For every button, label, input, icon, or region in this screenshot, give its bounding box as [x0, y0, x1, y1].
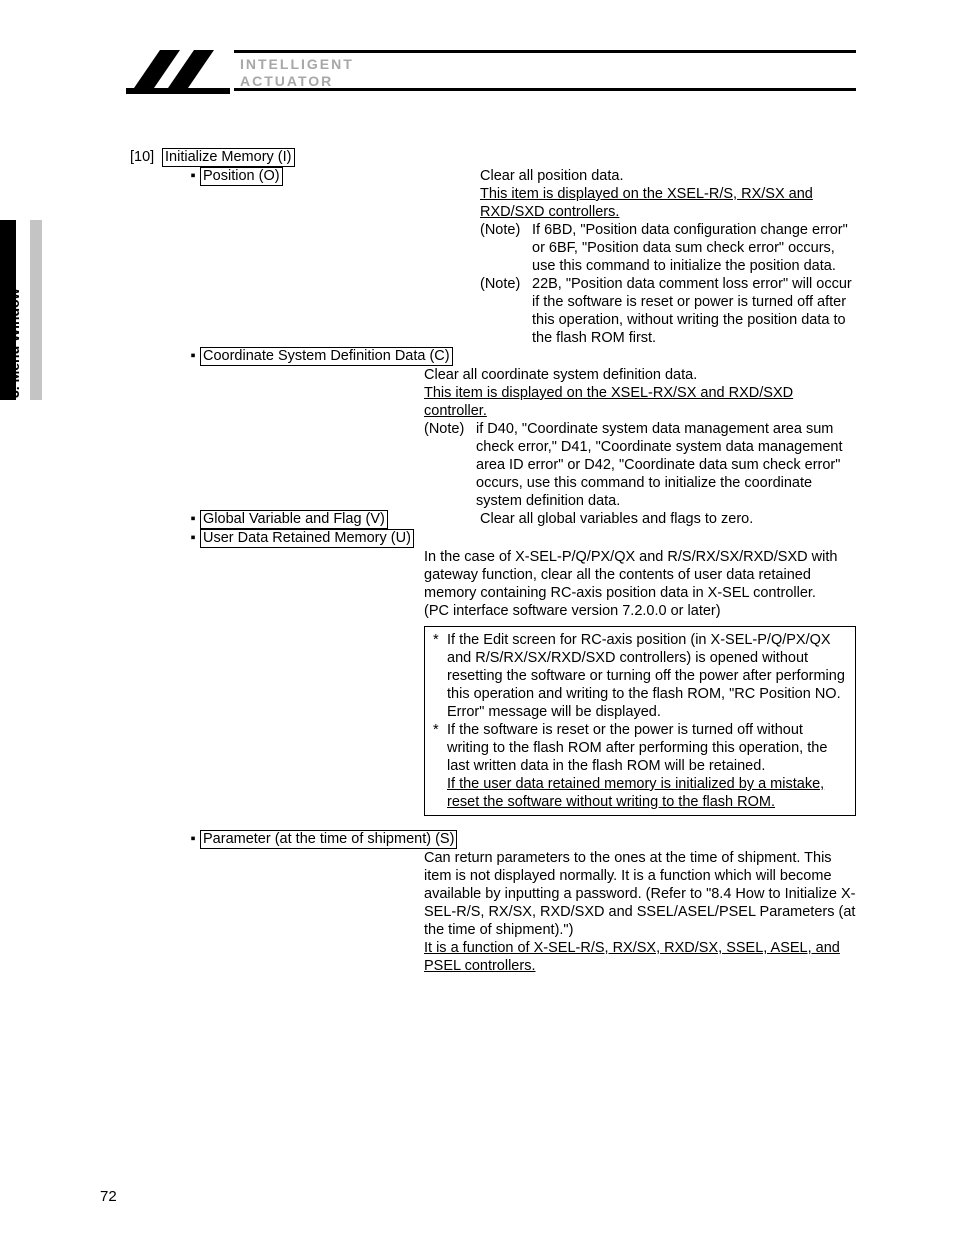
entry-parameter-body: Can return parameters to the ones at the… [130, 849, 856, 975]
entry-text: Clear all global variables and flags to … [480, 510, 856, 528]
note-body: 22B, "Position data comment loss error" … [532, 275, 856, 347]
entry-coord-body: Clear all coordinate system definition d… [130, 366, 856, 510]
note-tag: (Note) [480, 275, 532, 347]
bullet-icon: ▪ [186, 167, 200, 185]
framed-underlined: If the user data retained memory is init… [447, 775, 847, 811]
entry-userdata-body: In the case of X-SEL-P/Q/PX/QX and R/S/R… [130, 548, 856, 816]
entry-label: Global Variable and Flag (V) [200, 510, 388, 529]
page-number: 72 [100, 1188, 117, 1205]
entry-coord: ▪Coordinate System Definition Data (C) [130, 347, 856, 366]
item-title-row: [10]Initialize Memory (I) [130, 148, 856, 167]
entry-parameter: ▪Parameter (at the time of shipment) (S) [130, 830, 856, 849]
star-icon: * [433, 631, 447, 721]
framed-text: If the Edit screen for RC-axis position … [447, 631, 847, 721]
page-content: [10]Initialize Memory (I) ▪Position (O) … [130, 148, 856, 975]
entry-userdata: ▪User Data Retained Memory (U) [130, 529, 856, 548]
entry-underlined: It is a function of X-SEL-R/S, RX/SX, RX… [424, 939, 856, 975]
section-tab-shadow [30, 220, 42, 400]
entry-underlined: This item is displayed on the XSEL-RX/SX… [424, 384, 856, 420]
framed-note: * If the Edit screen for RC-axis positio… [424, 626, 856, 816]
brand-line2: ACTUATOR [240, 73, 354, 90]
item-title: Initialize Memory (I) [162, 148, 295, 167]
entry-note: (Note) 22B, "Position data comment loss … [480, 275, 856, 347]
entry-position: ▪Position (O) Clear all position data. T… [130, 167, 856, 347]
brand-logo [126, 44, 230, 96]
framed-text: If the software is reset or the power is… [447, 721, 847, 775]
note-tag: (Note) [480, 221, 532, 275]
entry-note: (Note) If 6BD, "Position data configurat… [480, 221, 856, 275]
brand-line1: INTELLIGENT [240, 56, 354, 73]
star-icon: * [433, 721, 447, 775]
header-rule-top [234, 50, 856, 53]
section-tab-label: 3. Menu Window [6, 288, 22, 398]
entry-global: ▪Global Variable and Flag (V) Clear all … [130, 510, 856, 529]
bullet-icon: ▪ [186, 830, 200, 848]
entry-text: Can return parameters to the ones at the… [424, 849, 856, 939]
entry-note: (Note) if D40, "Coordinate system data m… [424, 420, 856, 510]
entry-underlined: This item is displayed on the XSEL-R/S, … [480, 185, 856, 221]
entry-label: Coordinate System Definition Data (C) [200, 347, 453, 366]
entry-label: Parameter (at the time of shipment) (S) [200, 830, 457, 849]
note-tag: (Note) [424, 420, 476, 510]
note-body: If 6BD, "Position data configuration cha… [532, 221, 856, 275]
brand-text: INTELLIGENT ACTUATOR [240, 56, 354, 90]
entry-label: Position (O) [200, 167, 283, 186]
entry-text: In the case of X-SEL-P/Q/PX/QX and R/S/R… [424, 548, 856, 602]
entry-text: (PC interface software version 7.2.0.0 o… [424, 602, 856, 620]
section-tab: 3. Menu Window [0, 220, 50, 400]
entry-label: User Data Retained Memory (U) [200, 529, 414, 548]
item-number: [10] [130, 148, 162, 166]
note-body: if D40, "Coordinate system data manageme… [476, 420, 856, 510]
entry-text: Clear all coordinate system definition d… [424, 366, 856, 384]
bullet-icon: ▪ [186, 529, 200, 547]
entry-text: Clear all position data. [480, 167, 856, 185]
bullet-icon: ▪ [186, 510, 200, 528]
bullet-icon: ▪ [186, 347, 200, 365]
